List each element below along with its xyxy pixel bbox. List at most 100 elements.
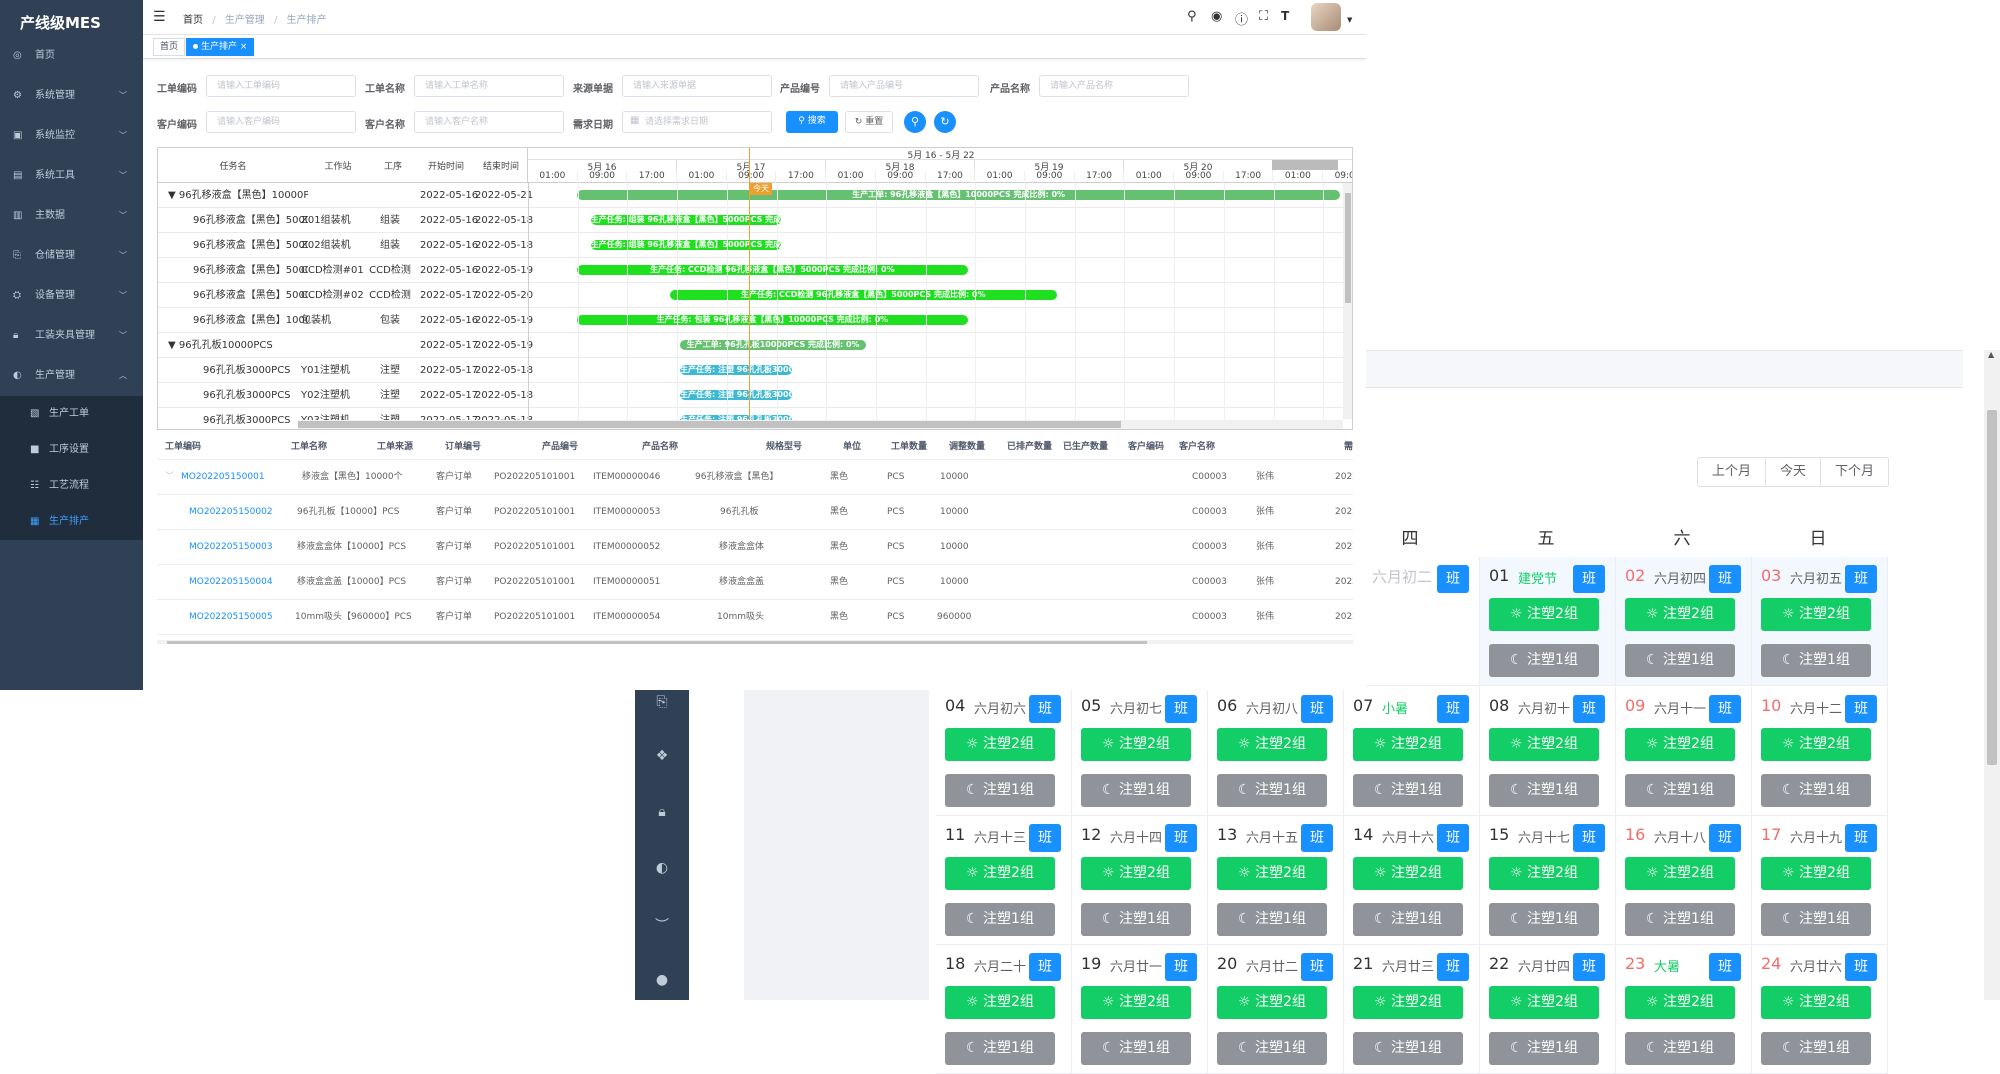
prev-month-button[interactable]: 上个月	[1712, 464, 1752, 479]
gantt-bar[interactable]: 生产任务: CCD检测 96孔移液盒【黑色】5000PCS 完成比例: 0%	[669, 290, 1057, 300]
shift-badge[interactable]: 班	[1029, 824, 1061, 852]
workorder-code-link[interactable]: MO202205150005	[189, 612, 273, 622]
table-row[interactable]: MO202205150005 10mm吸头【960000】PCS 客户订单 PO202…	[157, 600, 1353, 635]
tag-home[interactable]: 首页	[153, 38, 186, 56]
eye-closed-icon[interactable]: ︶	[655, 918, 669, 934]
search-button[interactable]: ⚲ 搜索	[786, 111, 838, 133]
table-col-header[interactable]: 订单编号	[445, 442, 482, 452]
shift-badge[interactable]: 班	[1029, 695, 1061, 723]
lock-icon[interactable]: 🔒︎	[658, 804, 666, 820]
day-shift-group2-button[interactable]: ☼ 注塑2组	[1625, 986, 1735, 1019]
shift-badge[interactable]: 班	[1301, 953, 1333, 981]
gantt-bar[interactable]: 生产任务: CCD检测 96孔移液盒【黑色】5000PCS 完成比例: 0%	[577, 265, 968, 275]
night-shift-group1-button[interactable]: ☾ 注塑1组	[1489, 1032, 1599, 1065]
workorder-code-link[interactable]: MO202205150003	[189, 542, 273, 552]
sidebar-item-6[interactable]: ⛭ 设备管理 ﹀	[0, 276, 143, 316]
shift-badge[interactable]: 班	[1437, 695, 1469, 723]
shift-badge[interactable]: 班	[1165, 824, 1197, 852]
gantt-row[interactable]: ▼ 96孔移液盒【黑色】10000PC 2022-05-16 2022-05-21	[158, 183, 1343, 208]
sidebar-subitem-3[interactable]: ▦ 生产排产	[0, 504, 143, 540]
sidebar-item-3[interactable]: ▤ 系统工具 ﹀	[0, 156, 143, 196]
day-shift-group2-button[interactable]: ☼ 注塑2组	[1489, 598, 1599, 631]
day-shift-group2-button[interactable]: ☼ 注塑2组	[1489, 728, 1599, 761]
shift-badge[interactable]: 班	[1845, 824, 1877, 852]
toggle-icon[interactable]: ◐	[655, 860, 669, 876]
calendar-day-cell[interactable]: 01 建党节班 ☼ 注塑2组 ☾ 注塑1组	[1480, 557, 1616, 686]
filter-input[interactable]: 请输入产品编号	[829, 75, 979, 97]
filter-input[interactable]: 请输入工单编码	[206, 75, 356, 97]
day-shift-group2-button[interactable]: ☼ 注塑2组	[1761, 857, 1871, 890]
font-size-icon[interactable]: T	[1281, 9, 1290, 23]
toggle-search-icon[interactable]: ⚲	[904, 111, 926, 133]
sidebar-item-5[interactable]: ⎘ 仓储管理 ﹀	[0, 236, 143, 276]
table-col-header[interactable]: 规格型号	[766, 442, 803, 452]
day-shift-group2-button[interactable]: ☼ 注塑2组	[945, 857, 1055, 890]
night-shift-group1-button[interactable]: ☾ 注塑1组	[1353, 1032, 1463, 1065]
shift-badge[interactable]: 班	[1573, 695, 1605, 723]
shift-badge[interactable]: 班	[1845, 565, 1877, 593]
filter-input[interactable]: 请输入客户名称	[414, 111, 564, 133]
day-shift-group2-button[interactable]: ☼ 注塑2组	[945, 986, 1055, 1019]
night-shift-group1-button[interactable]: ☾ 注塑1组	[1217, 774, 1327, 807]
caret-down-icon[interactable]: ▼	[1347, 16, 1353, 24]
table-col-header[interactable]: 已生产数量	[1063, 442, 1109, 452]
tag-close-icon[interactable]: ×	[239, 42, 248, 52]
shift-badge[interactable]: 班	[1165, 953, 1197, 981]
sidebar-item-2[interactable]: ▣ 系统监控 ﹀	[0, 116, 143, 156]
table-row[interactable]: MO202205150002 96孔孔板【10000】PCS 客户订单 PO20220…	[157, 495, 1353, 530]
day-shift-group2-button[interactable]: ☼ 注塑2组	[1081, 857, 1191, 890]
night-shift-group1-button[interactable]: ☾ 注塑1组	[1625, 774, 1735, 807]
hamburger-icon[interactable]: ☰	[153, 9, 166, 25]
shift-badge[interactable]: 班	[1301, 695, 1333, 723]
day-shift-group2-button[interactable]: ☼ 注塑2组	[1081, 986, 1191, 1019]
calendar-day-cell[interactable]: 04 六月初六班 ☼ 注塑2组 ☾ 注塑1组	[936, 687, 1072, 816]
calendar-day-cell[interactable]: 03 六月初五班 ☼ 注塑2组 ☾ 注塑1组	[1752, 557, 1888, 686]
table-row[interactable]: MO202205150004 移液盒盒盖【10000】PCS 客户订单 PO20220…	[157, 565, 1353, 600]
shift-badge[interactable]: 班	[1709, 565, 1741, 593]
night-shift-group1-button[interactable]: ☾ 注塑1组	[1625, 903, 1735, 936]
table-col-header[interactable]: 单位	[843, 442, 862, 452]
refresh-table-icon[interactable]: ↻	[934, 111, 956, 133]
table-col-header[interactable]: 调整数量	[949, 442, 986, 452]
calendar-day-cell[interactable]: 13 六月十五班 ☼ 注塑2组 ☾ 注塑1组	[1208, 816, 1344, 945]
sidebar-item-8[interactable]: ◐ 生产管理 ︿	[0, 356, 143, 396]
expand-icon[interactable]: ﹀	[165, 472, 175, 482]
shift-badge[interactable]: 班	[1709, 824, 1741, 852]
day-shift-group2-button[interactable]: ☼ 注塑2组	[945, 728, 1055, 761]
gantt-hscroll[interactable]	[298, 420, 1343, 429]
day-shift-group2-button[interactable]: ☼ 注塑2组	[1217, 986, 1327, 1019]
day-shift-group2-button[interactable]: ☼ 注塑2组	[1489, 986, 1599, 1019]
shift-badge[interactable]: 班	[1709, 695, 1741, 723]
scroll-up-icon[interactable]: ▲	[1988, 350, 1995, 359]
production-icon[interactable]: ⎘	[656, 694, 668, 710]
night-shift-group1-button[interactable]: ☾ 注塑1组	[1625, 644, 1735, 677]
filter-input[interactable]: 请输入来源单据	[622, 75, 772, 97]
night-shift-group1-button[interactable]: ☾ 注塑1组	[1081, 774, 1191, 807]
fullscreen-icon[interactable]: ⛶	[1259, 9, 1269, 24]
filter-input[interactable]: 请输入产品名称	[1039, 75, 1189, 97]
next-month-button[interactable]: 下个月	[1820, 458, 1888, 486]
calendar-day-cell[interactable]: 14 六月十六班 ☼ 注塑2组 ☾ 注塑1组	[1344, 816, 1480, 945]
night-shift-group1-button[interactable]: ☾ 注塑1组	[1081, 903, 1191, 936]
user-icon[interactable]: ●	[655, 972, 669, 988]
gantt-row[interactable]: 96孔移液盒【黑色】5000P Z01组装机 组装 2022-05-16 2022-05…	[158, 208, 1343, 233]
sidebar-item-0[interactable]: ◎ 首页	[0, 36, 143, 76]
gantt-bar[interactable]: 生产任务: 组装 96孔移液盒【黑色】5000PCS 完成比例: 0%	[590, 240, 782, 250]
day-shift-group2-button[interactable]: ☼ 注塑2组	[1489, 857, 1599, 890]
sidebar-item-7[interactable]: 🔒︎ 工装夹具管理 ﹀	[0, 316, 143, 356]
sidebar-subitem-0[interactable]: ▧ 生产工单	[0, 396, 143, 432]
night-shift-group1-button[interactable]: ☾ 注塑1组	[1761, 644, 1871, 677]
shift-badge[interactable]: 班	[1029, 953, 1061, 981]
calendar-day-cell[interactable]: 24 六月廿六班 ☼ 注塑2组 ☾ 注塑1组	[1752, 945, 1888, 1074]
table-col-header[interactable]: 已排产数量	[1007, 442, 1053, 452]
table-hscroll-thumb[interactable]	[167, 641, 1147, 644]
workorder-code-link[interactable]: MO202205150001	[181, 472, 265, 482]
calendar-day-cell[interactable]: 02 六月初四班 ☼ 注塑2组 ☾ 注塑1组	[1616, 557, 1752, 686]
night-shift-group1-button[interactable]: ☾ 注塑1组	[1217, 903, 1327, 936]
gantt-row[interactable]: 96孔孔板3000PCS Y01注塑机 注塑 2022-05-17 2022-05-18	[158, 358, 1343, 383]
gantt-row[interactable]: 96孔移液盒【黑色】5000P CCD检测#02 CCD检测 2022-05-17 20…	[158, 283, 1343, 308]
day-shift-group2-button[interactable]: ☼ 注塑2组	[1625, 728, 1735, 761]
tag-active[interactable]: 生产排产 ×	[186, 38, 255, 56]
night-shift-group1-button[interactable]: ☾ 注塑1组	[1761, 903, 1871, 936]
gantt-bar[interactable]: 生产任务: 注塑 96孔孔板3000PCS 完成	[679, 365, 792, 375]
